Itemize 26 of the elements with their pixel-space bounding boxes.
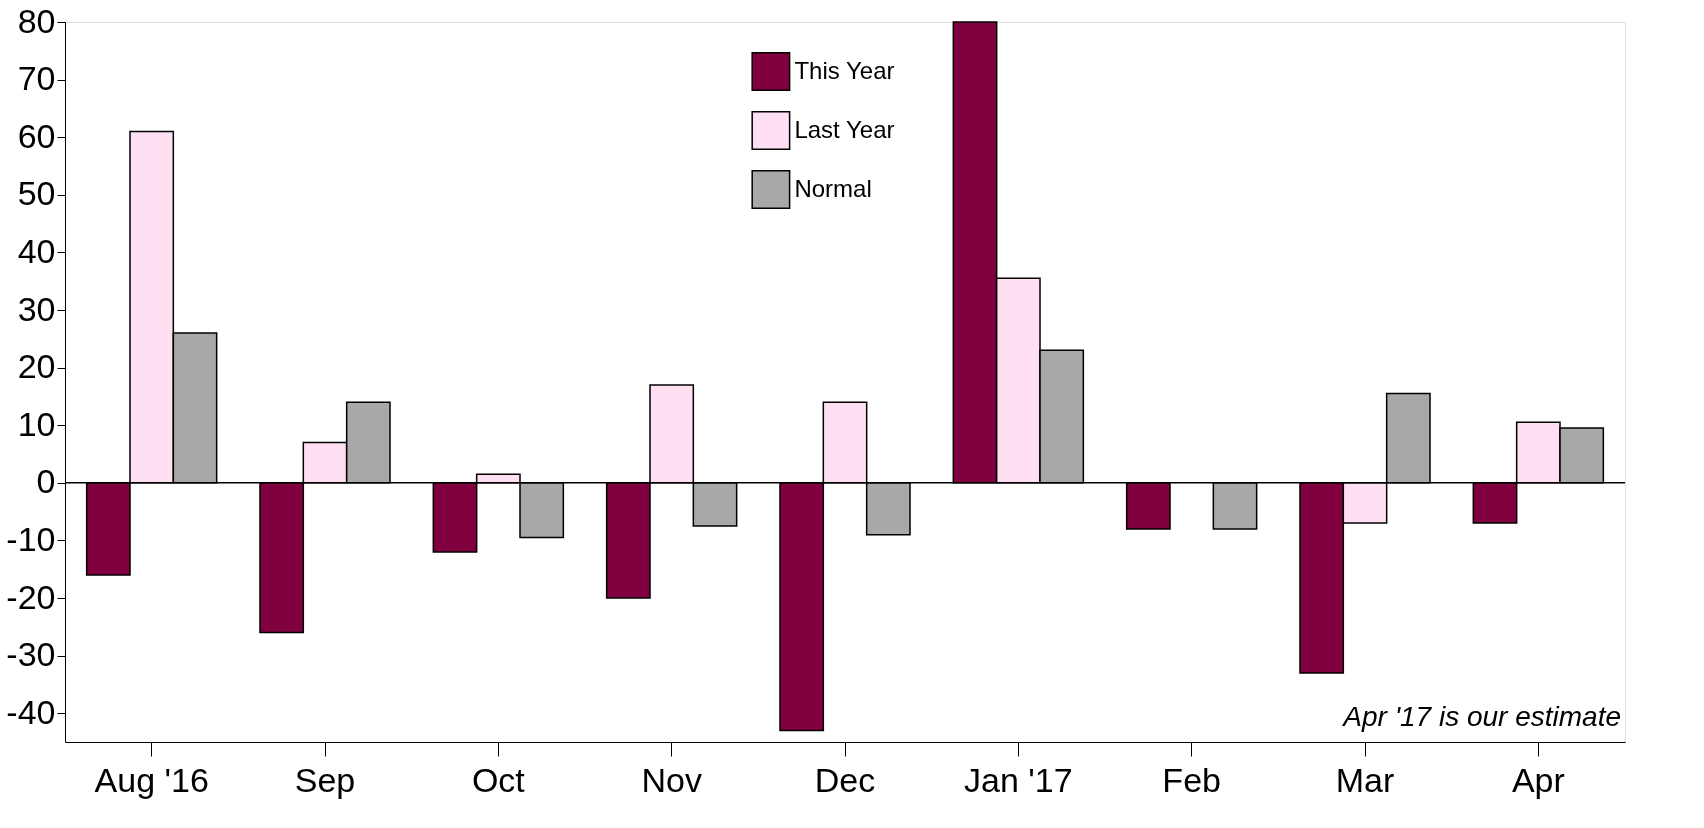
x-tick-label: Nov: [641, 760, 702, 799]
y-tick-label: -40: [6, 692, 56, 731]
x-tick-label: Aug '16: [94, 760, 209, 799]
y-tick-label: 50: [17, 174, 56, 213]
x-tick-label: Apr: [1511, 760, 1565, 799]
y-tick-label: -30: [6, 635, 56, 674]
y-tick-label: -10: [6, 519, 56, 558]
annotation: Apr '17 is our estimate: [1341, 701, 1621, 732]
legend-label: This Year: [794, 56, 895, 84]
x-tick-label: Jan '17: [964, 760, 1073, 799]
y-tick-label: 80: [17, 1, 56, 40]
y-tick-label: 30: [17, 289, 56, 328]
x-tick-label: Sep: [294, 760, 356, 799]
y-tick-label: 0: [36, 462, 56, 501]
x-tick-label: Mar: [1335, 760, 1395, 799]
legend-label: Last Year: [794, 115, 895, 143]
y-tick-label: 20: [17, 347, 56, 386]
y-tick-label: -20: [6, 577, 56, 616]
x-tick-label: Oct: [471, 760, 526, 799]
y-tick-label: 70: [17, 59, 56, 98]
x-tick-label: Feb: [1162, 760, 1221, 799]
y-tick-label: 40: [17, 231, 56, 270]
y-tick-label: 10: [17, 404, 56, 443]
y-tick-label: 60: [17, 116, 56, 155]
legend-label: Normal: [794, 174, 872, 202]
x-tick-label: Dec: [814, 760, 876, 799]
